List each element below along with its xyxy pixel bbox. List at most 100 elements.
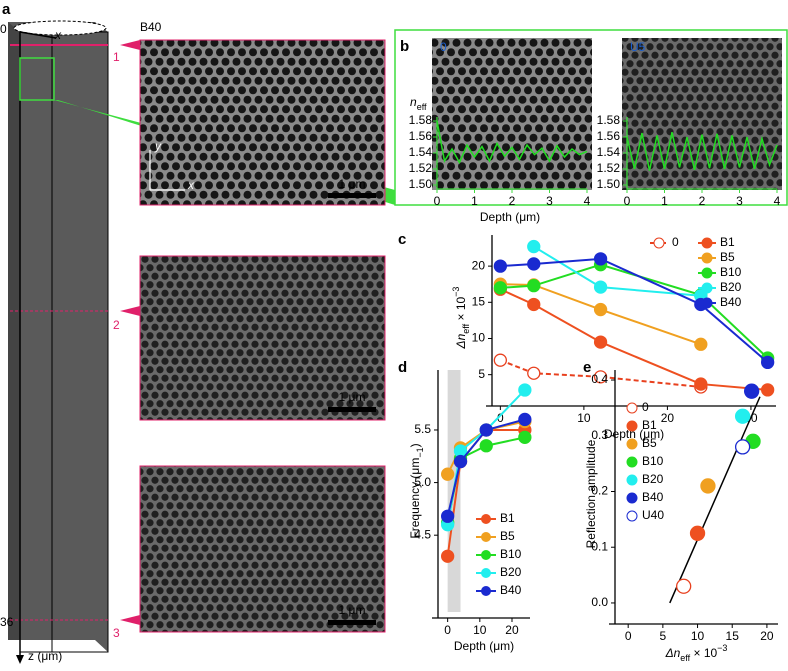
legend-marker: [481, 550, 491, 560]
depth-tick: 0: [0, 22, 7, 36]
x-tick-label: 0: [434, 194, 441, 208]
depth-tick: 36: [0, 615, 14, 629]
legend-label: B5: [642, 436, 657, 450]
legend-label: B10: [720, 265, 742, 279]
y-tick-label: 4.5: [414, 527, 431, 541]
axis-label: x: [54, 28, 62, 42]
y-tick-label: 0.0: [591, 595, 608, 609]
legend-marker: [481, 586, 491, 596]
axis-label: Δneff × 10−3: [451, 287, 471, 350]
data-point: [527, 239, 541, 254]
inset-axis-label: y: [154, 139, 162, 153]
x-axis-label: Depth (μm): [480, 210, 540, 224]
sample-column: [8, 20, 395, 664]
x-tick-label: 0: [444, 623, 451, 637]
legend-marker: [626, 510, 638, 522]
axis-label: z (μm): [28, 649, 62, 663]
legend-marker: [626, 456, 638, 468]
scalebar: [328, 193, 376, 198]
y-tick-label: 0.1: [591, 539, 608, 553]
y-tick-label: 1.58: [409, 113, 433, 127]
x-tick-label: 10: [473, 623, 487, 637]
axis-label: neff: [410, 95, 427, 112]
x-tick-label: 5: [660, 629, 667, 643]
label-part: −3: [451, 287, 461, 297]
legend-label: U40: [642, 508, 664, 522]
legend-marker: [481, 532, 491, 542]
series-line: [500, 283, 702, 346]
chart-title: U5: [630, 40, 646, 54]
label-part: Reflection amplitude: [584, 439, 598, 548]
x-tick-label: 3: [546, 194, 553, 208]
y-tick-label: 5: [478, 367, 485, 381]
axis-label: Reflection amplitude: [584, 439, 598, 548]
chart: 4.5 5.0 5.5 0 10 20 Depth (μm) Frequency (μm−1)…: [408, 370, 532, 653]
y-tick-label: 5.5: [414, 422, 431, 436]
legend-label: B40: [500, 583, 522, 597]
x-tick-label: 1: [661, 194, 668, 208]
scalebar: [328, 407, 376, 412]
data-point: [527, 257, 541, 271]
scalebar-label: 1 μm: [339, 177, 366, 191]
legend-marker: [626, 402, 638, 414]
legend-marker: [701, 282, 713, 294]
series-line: [499, 359, 701, 388]
data-point: [694, 377, 708, 391]
x-tick-label: 20: [760, 629, 774, 643]
legend-label: 0: [642, 400, 649, 414]
sem-image: [139, 465, 386, 633]
sem-image: [139, 39, 386, 206]
x-axis-label: Depth (μm): [604, 427, 664, 441]
legend-label: B1: [500, 511, 515, 525]
x-tick-label: 3: [736, 194, 743, 208]
legend-label: B40: [642, 490, 664, 504]
inset-axes: [149, 150, 185, 191]
y-tick-label: 0.3: [591, 428, 608, 442]
legend-label: 0: [672, 235, 679, 249]
x-tick-label: 0: [624, 194, 631, 208]
panel-label: b: [400, 38, 409, 55]
label-part: × 10: [454, 297, 468, 324]
data-point: [676, 578, 692, 594]
legend-marker: [481, 568, 491, 578]
y-tick-label: 1.52: [409, 161, 433, 175]
y-tick-label: 0.4: [591, 372, 608, 386]
x-tick-label: 2: [509, 194, 516, 208]
y-tick-label: 1.56: [409, 129, 433, 143]
legend-marker: [626, 420, 638, 432]
data-point: [441, 549, 455, 563]
label-part: −1: [415, 447, 425, 457]
label-part: n: [410, 95, 417, 109]
label-part: × 10: [690, 646, 717, 660]
y-tick-label: 20: [472, 258, 486, 272]
legend-label: B40: [720, 295, 742, 309]
data-point: [593, 302, 608, 317]
data-point: [493, 259, 508, 273]
legend-marker: [481, 514, 491, 524]
series-line: [436, 120, 588, 165]
chart: 1.50 1.52 1.54 1.56 1.58 0 1 2 3 4 0 Depth (μm) neff: [409, 40, 591, 224]
legend-marker: [701, 297, 713, 309]
legend-marker: [653, 237, 665, 249]
legend-label: B10: [500, 547, 522, 561]
panel-label: e: [583, 359, 591, 376]
y-tick-label: 10: [472, 331, 486, 345]
panel-label: d: [398, 359, 407, 376]
panel-label: c: [398, 231, 406, 248]
y-tick-label: 1.50: [597, 177, 621, 191]
x-tick-label: 10: [577, 411, 591, 425]
chart: 0.0 0.1 0.2 0.3 0.4 0 5 10 15 20 Δneff × 10−3 Refle…: [584, 370, 778, 663]
data-point: [518, 412, 532, 427]
data-point: [593, 252, 608, 266]
data-point: [734, 439, 751, 455]
data-point: [760, 383, 775, 397]
y-tick-label: 1.56: [597, 129, 621, 143]
y-tick-label: 1.58: [597, 113, 621, 127]
sem-image: [622, 38, 782, 190]
data-point: [479, 439, 493, 453]
legend-marker: [626, 474, 638, 486]
legend-label: B5: [720, 250, 735, 264]
y-tick-label: 1.54: [597, 145, 621, 159]
y-tick-label: 0.2: [591, 484, 608, 498]
